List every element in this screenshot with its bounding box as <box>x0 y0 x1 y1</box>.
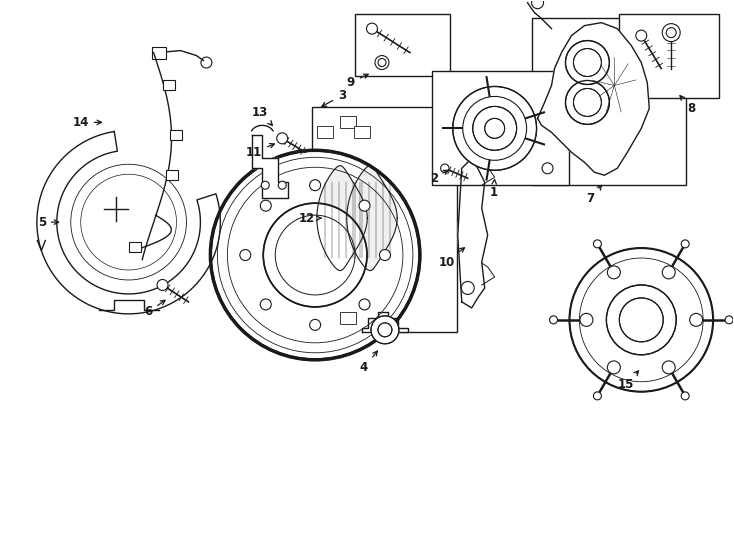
Circle shape <box>550 316 558 324</box>
Circle shape <box>359 299 370 310</box>
Circle shape <box>662 24 680 42</box>
Text: 6: 6 <box>145 300 165 319</box>
Text: 3: 3 <box>321 89 346 106</box>
Circle shape <box>277 133 288 144</box>
Polygon shape <box>317 166 367 271</box>
Circle shape <box>690 313 702 326</box>
Circle shape <box>619 298 664 342</box>
Circle shape <box>473 106 517 150</box>
Text: 13: 13 <box>252 106 272 125</box>
Circle shape <box>607 266 620 279</box>
Circle shape <box>310 319 321 330</box>
Circle shape <box>565 40 609 84</box>
Text: 12: 12 <box>299 212 321 225</box>
Circle shape <box>580 313 593 326</box>
Bar <box>151 46 166 58</box>
Circle shape <box>662 361 675 374</box>
Bar <box>340 312 356 324</box>
Circle shape <box>440 164 449 172</box>
Circle shape <box>573 89 601 117</box>
Circle shape <box>484 118 505 138</box>
Text: 1: 1 <box>490 179 498 199</box>
Circle shape <box>593 240 601 248</box>
Bar <box>432 71 570 185</box>
Text: 15: 15 <box>618 371 639 391</box>
Bar <box>355 14 450 76</box>
Polygon shape <box>37 131 220 314</box>
Bar <box>354 126 370 138</box>
Bar <box>531 18 686 185</box>
Circle shape <box>359 200 370 211</box>
Bar <box>167 170 178 180</box>
Circle shape <box>453 86 537 170</box>
Text: 4: 4 <box>360 351 377 374</box>
Bar <box>128 242 141 252</box>
Text: 14: 14 <box>73 116 101 129</box>
Text: 8: 8 <box>680 96 695 115</box>
Circle shape <box>666 28 676 38</box>
Circle shape <box>607 361 620 374</box>
Bar <box>163 80 175 91</box>
Circle shape <box>366 23 377 34</box>
Circle shape <box>593 392 601 400</box>
Circle shape <box>375 56 389 70</box>
Bar <box>340 117 356 129</box>
Circle shape <box>681 240 689 248</box>
Circle shape <box>531 0 544 9</box>
Polygon shape <box>537 23 650 176</box>
Circle shape <box>725 316 733 324</box>
Circle shape <box>379 249 390 260</box>
Circle shape <box>157 280 168 291</box>
Circle shape <box>681 392 689 400</box>
Circle shape <box>240 249 251 260</box>
Circle shape <box>573 49 601 77</box>
Circle shape <box>261 299 272 310</box>
Circle shape <box>261 200 272 211</box>
Circle shape <box>211 150 420 360</box>
Text: 2: 2 <box>429 170 448 185</box>
Circle shape <box>606 285 676 355</box>
Circle shape <box>636 30 647 41</box>
Bar <box>619 14 719 98</box>
Text: 7: 7 <box>586 185 602 205</box>
Circle shape <box>662 266 675 279</box>
Text: 11: 11 <box>246 144 275 159</box>
Bar <box>317 126 333 138</box>
Circle shape <box>378 58 386 66</box>
Circle shape <box>570 248 713 392</box>
Circle shape <box>264 203 367 307</box>
Circle shape <box>542 163 553 174</box>
Circle shape <box>371 316 399 344</box>
Circle shape <box>378 323 392 337</box>
Polygon shape <box>347 166 397 271</box>
Bar <box>312 107 457 332</box>
Bar <box>170 130 183 140</box>
Text: 5: 5 <box>37 215 59 228</box>
Text: 9: 9 <box>346 74 368 89</box>
Circle shape <box>261 181 269 189</box>
Circle shape <box>461 281 474 294</box>
Polygon shape <box>458 158 487 308</box>
Circle shape <box>565 80 609 124</box>
Text: 10: 10 <box>438 248 465 268</box>
Polygon shape <box>362 312 408 332</box>
Polygon shape <box>252 136 288 198</box>
Circle shape <box>278 181 286 189</box>
Circle shape <box>310 180 321 191</box>
